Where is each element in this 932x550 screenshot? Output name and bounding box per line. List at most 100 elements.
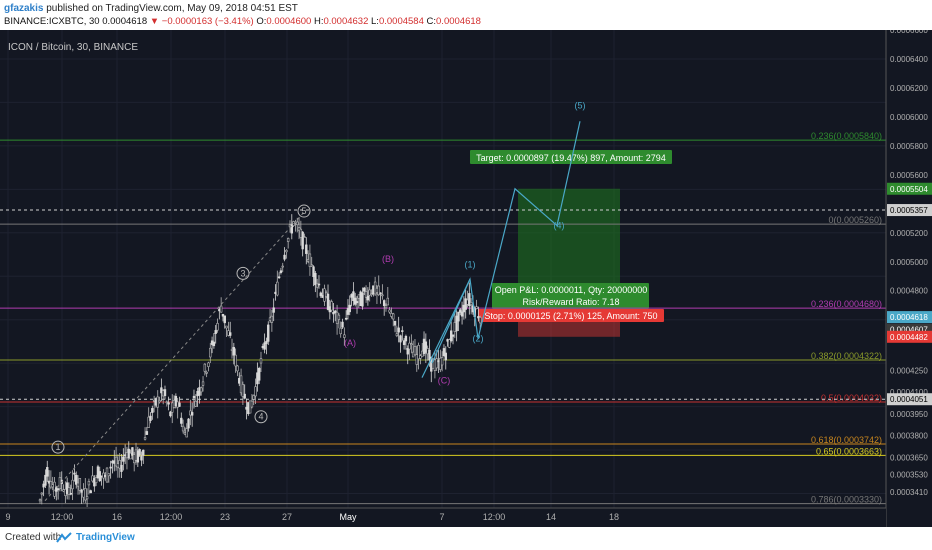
candle-body xyxy=(415,354,418,365)
candle-body xyxy=(254,386,257,397)
price-tick: 0.0003410 xyxy=(890,488,928,497)
candle-body xyxy=(243,393,246,399)
candle-body xyxy=(305,244,308,254)
candle-body xyxy=(286,238,290,242)
candle-body xyxy=(460,311,464,317)
time-tick: 14 xyxy=(546,512,556,522)
price-change: ▼ −0.0000163 (−3.41%) xyxy=(149,16,254,27)
wave-1-line[interactable] xyxy=(431,278,471,364)
candle-body xyxy=(388,309,391,313)
candle-body xyxy=(180,417,183,424)
risk-reward-label: Risk/Reward Ratio: 7.18 xyxy=(522,297,619,307)
wave-label: (C) xyxy=(438,376,451,386)
candle-body xyxy=(229,332,232,336)
candle-body xyxy=(355,301,359,304)
price-tick: 0.0004250 xyxy=(890,366,928,375)
candle-body xyxy=(107,473,111,477)
candle-body xyxy=(225,325,228,329)
price-chart[interactable]: Target: 0.0000897 (19.47%) 897, Amount: … xyxy=(0,30,932,527)
wave-circle xyxy=(254,410,268,424)
fib-label: 0.236(0.0004680) xyxy=(811,299,882,309)
candle-body xyxy=(120,464,123,472)
candle-body xyxy=(337,314,341,320)
candle-body xyxy=(250,400,254,408)
wave-label: 5 xyxy=(301,206,306,216)
candle-body xyxy=(334,310,337,314)
candle-body xyxy=(386,297,390,306)
candle-body xyxy=(38,499,42,502)
wave-trend-line[interactable] xyxy=(44,210,306,502)
created-with-text: Created with xyxy=(5,532,62,543)
candle-body xyxy=(151,408,154,413)
price-tag xyxy=(887,393,932,406)
price-tick: 0.0004051 xyxy=(890,395,928,404)
wave-label: 3 xyxy=(240,268,245,278)
fib-label: 0.236(0.0005840) xyxy=(811,131,882,141)
candle-body xyxy=(181,425,185,432)
price-tick: 0.0005200 xyxy=(890,229,928,238)
candle-body xyxy=(475,306,478,309)
wave-lines[interactable] xyxy=(44,121,581,502)
symbol-name: BINANCE:ICXBTC, 30 xyxy=(4,16,100,27)
wave-label: 1 xyxy=(55,442,60,452)
chart-title: ICON / Bitcoin, 30, BINANCE xyxy=(8,42,138,53)
candle-body xyxy=(296,221,299,226)
target-label-box xyxy=(470,150,672,164)
time-tick: 12:00 xyxy=(483,512,506,522)
wave-label: (B) xyxy=(382,254,394,264)
candle-body xyxy=(158,400,161,403)
candle-body xyxy=(118,460,121,469)
price-axis-bg xyxy=(886,30,932,527)
candle-body xyxy=(200,387,203,393)
candle-body xyxy=(341,321,344,328)
candle-body xyxy=(89,490,92,494)
candle-body xyxy=(312,266,315,278)
candle-body xyxy=(143,437,147,440)
candle-body xyxy=(364,291,368,298)
candle-body xyxy=(317,283,321,286)
candle-body xyxy=(283,254,286,260)
candle-body xyxy=(129,452,132,460)
candle-body xyxy=(69,492,72,495)
candle-body xyxy=(78,478,82,491)
price-tick: 0.0004800 xyxy=(890,287,928,296)
candle-body xyxy=(187,418,190,429)
candle-body xyxy=(270,315,274,323)
open-value: 0.0004600 xyxy=(266,16,312,27)
last-price: 0.0004618 xyxy=(102,16,148,27)
candle-body xyxy=(178,402,181,407)
fib-label: 0.5(0.0004032) xyxy=(821,393,882,403)
candle-body xyxy=(203,363,207,372)
author-link[interactable]: gfazakis xyxy=(4,3,44,14)
candle-body xyxy=(75,474,78,485)
stop-zone[interactable] xyxy=(518,318,620,337)
candle-body xyxy=(136,450,140,463)
candle-body xyxy=(382,300,386,306)
tradingview-brand[interactable]: TradingView xyxy=(76,532,135,543)
candle-body xyxy=(272,307,275,313)
candle-body xyxy=(145,431,149,435)
candle-body xyxy=(393,320,397,326)
candle-body xyxy=(469,302,473,306)
candle-body xyxy=(448,339,451,348)
candle-body xyxy=(363,287,366,292)
time-axis[interactable]: 9 12:00 16 12:00 23 27 May 7 12:00 14 18 xyxy=(0,507,886,527)
candle-body xyxy=(377,285,380,296)
time-tick: 23 xyxy=(220,512,230,522)
wave-label: 4 xyxy=(258,412,263,422)
stop-label-box xyxy=(478,309,664,322)
candle-body xyxy=(201,381,205,386)
candle-body xyxy=(207,362,210,367)
price-tick: 0.0004482 xyxy=(890,333,928,342)
candle-body xyxy=(352,291,355,302)
price-tick: 0.0003530 xyxy=(890,471,928,480)
price-axis[interactable]: 0.0006600 0.0006400 0.0006200 0.0006000 0.00… xyxy=(885,30,932,527)
candle-body xyxy=(73,472,76,475)
candle-body xyxy=(232,347,236,356)
candle-body xyxy=(361,292,364,307)
candle-body xyxy=(395,333,399,337)
publish-line: gfazakis published on TradingView.com, M… xyxy=(4,3,298,14)
position-tool[interactable]: Target: 0.0000897 (19.47%) 897, Amount: … xyxy=(470,150,672,337)
footer: Created with TradingView xyxy=(0,527,932,550)
price-tick: 0.0006400 xyxy=(890,55,928,64)
